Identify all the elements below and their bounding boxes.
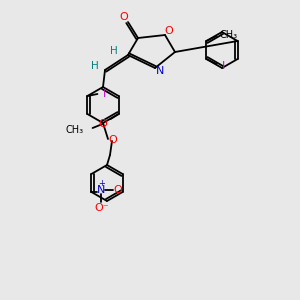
Text: CH₃: CH₃ [65, 125, 84, 135]
Text: CH₃: CH₃ [219, 30, 238, 40]
Text: O⁻: O⁻ [94, 203, 109, 213]
Text: N: N [97, 185, 106, 195]
Text: O: O [120, 12, 128, 22]
Text: H: H [91, 61, 99, 71]
Text: O: O [165, 26, 173, 36]
Text: O: O [98, 119, 107, 129]
Text: O: O [109, 135, 117, 145]
Text: H: H [110, 46, 118, 56]
Text: N: N [156, 66, 164, 76]
Text: I: I [103, 89, 106, 99]
Text: I: I [222, 61, 225, 71]
Text: +: + [98, 178, 105, 188]
Text: O: O [113, 185, 122, 195]
